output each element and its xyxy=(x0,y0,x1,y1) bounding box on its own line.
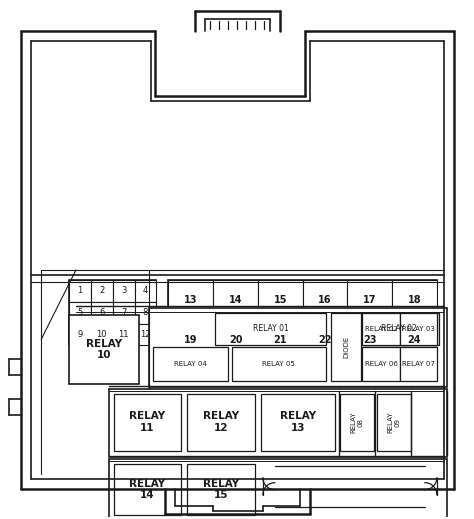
Text: RELAY 03: RELAY 03 xyxy=(402,325,435,332)
Text: 13: 13 xyxy=(184,295,198,305)
Bar xyxy=(347,280,392,320)
Bar xyxy=(135,302,156,324)
Text: 6: 6 xyxy=(99,308,104,317)
Text: RELAY 01: RELAY 01 xyxy=(253,324,289,333)
Bar xyxy=(148,308,447,387)
Text: 17: 17 xyxy=(363,295,376,305)
Bar xyxy=(347,320,392,360)
Text: RELAY
09: RELAY 09 xyxy=(388,411,401,433)
Bar xyxy=(213,320,258,360)
Bar xyxy=(232,348,327,381)
Bar xyxy=(392,320,437,360)
Text: 19: 19 xyxy=(184,335,198,345)
Text: RELAY
14: RELAY 14 xyxy=(129,479,165,500)
Bar xyxy=(113,324,135,346)
Text: 3: 3 xyxy=(121,286,127,295)
Bar xyxy=(213,280,258,320)
Text: RELAY 05: RELAY 05 xyxy=(263,361,295,367)
Bar xyxy=(362,348,400,381)
Text: 9: 9 xyxy=(77,330,82,339)
Text: 8: 8 xyxy=(143,308,148,317)
Text: RELAY 02: RELAY 02 xyxy=(365,325,398,332)
Bar xyxy=(109,389,447,457)
Bar xyxy=(113,302,135,324)
Text: RELAY 02: RELAY 02 xyxy=(381,324,417,333)
Bar xyxy=(69,315,138,384)
Text: 22: 22 xyxy=(318,335,332,345)
Bar xyxy=(69,280,91,302)
Text: RELAY
08: RELAY 08 xyxy=(351,411,364,433)
Bar xyxy=(187,464,255,515)
Text: RELAY 06: RELAY 06 xyxy=(365,361,398,367)
Text: 24: 24 xyxy=(408,335,421,345)
Bar xyxy=(258,280,302,320)
Bar xyxy=(154,348,228,381)
Text: 4: 4 xyxy=(143,286,148,295)
Bar xyxy=(258,320,302,360)
Text: 20: 20 xyxy=(229,335,242,345)
Bar xyxy=(392,280,437,320)
Bar xyxy=(113,280,135,302)
Bar xyxy=(340,394,374,451)
Bar xyxy=(331,312,361,381)
Text: 5: 5 xyxy=(77,308,82,317)
Bar xyxy=(364,312,439,346)
Text: 1: 1 xyxy=(77,286,82,295)
Bar xyxy=(91,302,113,324)
Bar xyxy=(114,394,182,451)
Bar xyxy=(168,280,437,360)
Bar xyxy=(91,280,113,302)
Bar xyxy=(302,280,347,320)
Text: RELAY
15: RELAY 15 xyxy=(203,479,239,500)
Text: 23: 23 xyxy=(363,335,376,345)
Bar xyxy=(400,348,437,381)
Text: 10: 10 xyxy=(97,330,107,339)
Bar xyxy=(91,324,113,346)
Text: 18: 18 xyxy=(408,295,421,305)
Bar xyxy=(377,394,411,451)
Text: 21: 21 xyxy=(273,335,287,345)
Text: 7: 7 xyxy=(121,308,127,317)
Text: 15: 15 xyxy=(273,295,287,305)
Bar xyxy=(135,324,156,346)
Text: 2: 2 xyxy=(99,286,104,295)
Bar xyxy=(362,312,437,346)
Bar xyxy=(69,324,91,346)
Bar xyxy=(302,320,347,360)
Text: RELAY 04: RELAY 04 xyxy=(174,361,207,367)
Bar xyxy=(400,312,437,346)
Bar xyxy=(114,464,182,515)
Bar xyxy=(69,280,156,346)
Bar xyxy=(168,280,213,320)
Text: RELAY
10: RELAY 10 xyxy=(86,339,122,360)
Bar xyxy=(69,302,91,324)
Text: 11: 11 xyxy=(118,330,129,339)
Text: 14: 14 xyxy=(229,295,242,305)
Bar xyxy=(135,280,156,302)
Bar xyxy=(362,312,437,346)
Text: RELAY
13: RELAY 13 xyxy=(280,411,316,433)
Text: RELAY
12: RELAY 12 xyxy=(203,411,239,433)
Text: DIODE: DIODE xyxy=(343,335,349,358)
Text: RELAY
11: RELAY 11 xyxy=(129,411,165,433)
Text: 12: 12 xyxy=(140,330,151,339)
Bar xyxy=(168,320,213,360)
Bar xyxy=(362,312,400,346)
Bar xyxy=(215,312,327,346)
Text: 16: 16 xyxy=(318,295,332,305)
Text: RELAY 07: RELAY 07 xyxy=(402,361,435,367)
Bar xyxy=(261,394,336,451)
Bar xyxy=(109,459,447,519)
Bar xyxy=(187,394,255,451)
